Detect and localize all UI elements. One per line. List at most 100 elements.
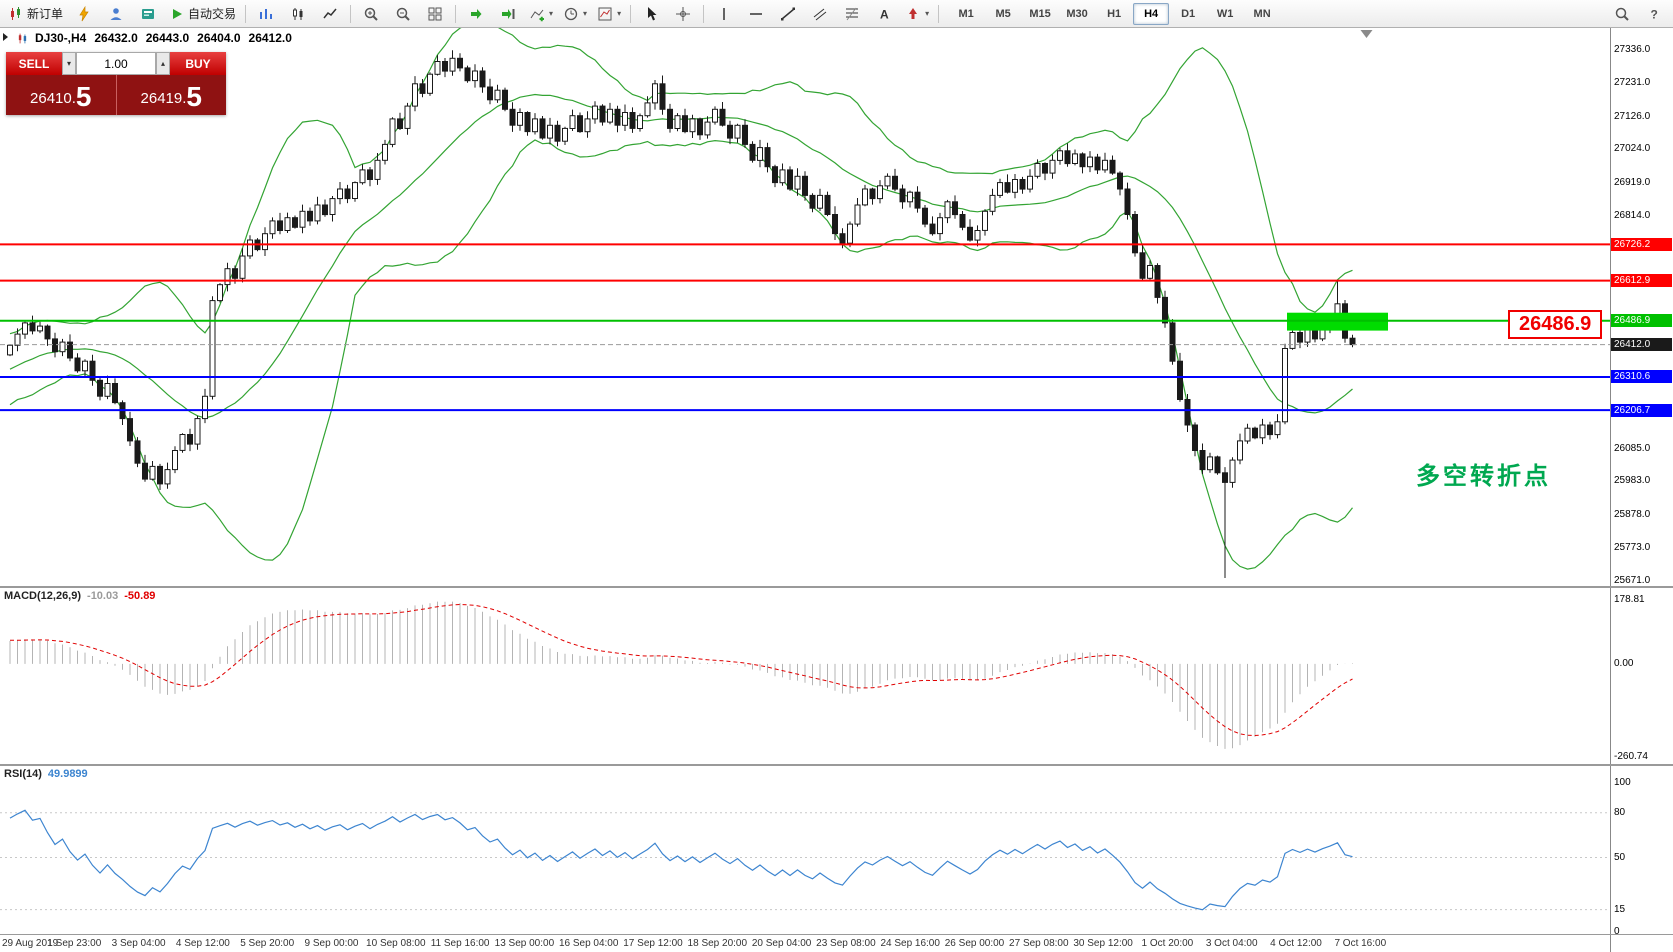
candle	[569, 115, 576, 129]
candlestick-chart-button[interactable]	[283, 2, 313, 26]
line-chart-button[interactable]	[315, 2, 345, 26]
navigator-icon	[110, 7, 122, 20]
toolbar-separator	[245, 4, 247, 23]
time-axis-label: 5 Sep 20:00	[240, 938, 295, 949]
fibonacci-icon	[846, 7, 859, 20]
cursor-button[interactable]	[636, 2, 666, 26]
zoom-out-button[interactable]	[388, 2, 418, 26]
buy-button[interactable]: BUY	[170, 52, 226, 75]
timeframe-group: M1 M5 M15 M30 H1 H4 D1 W1 MN	[948, 2, 1280, 25]
price-axis-tick: 25671.0	[1614, 574, 1651, 586]
candle	[1124, 188, 1131, 215]
candle	[734, 124, 741, 139]
price-chart-canvas[interactable]	[0, 28, 1673, 586]
time-axis-label: 23 Sep 08:00	[816, 938, 876, 949]
timeframe-d1-button[interactable]: D1	[1181, 7, 1196, 20]
crosshair-button[interactable]	[668, 2, 698, 26]
candle	[629, 112, 636, 129]
help-icon: ?	[1651, 7, 1658, 21]
buy-price-button[interactable]: 26419. 5	[116, 75, 226, 115]
periods-button[interactable]: ▾	[559, 2, 591, 26]
timeframe-m30-button[interactable]: M30	[1066, 7, 1088, 20]
navigator-button[interactable]	[101, 2, 131, 26]
candle	[89, 360, 96, 381]
volume-input[interactable]: 1.00	[76, 52, 156, 75]
candle	[562, 127, 568, 142]
channel-button[interactable]	[805, 2, 835, 26]
candle	[524, 112, 531, 133]
candle	[742, 124, 748, 145]
indicators-button[interactable]: ▾	[525, 2, 557, 26]
horizontal-line-button[interactable]	[741, 2, 771, 26]
timeframe-m5-button[interactable]: M5	[995, 7, 1011, 20]
vertical-line-button[interactable]	[709, 2, 739, 26]
volume-decrease-button[interactable]: ▾	[62, 52, 76, 75]
terminal-button[interactable]	[133, 2, 163, 26]
chart-shift-button[interactable]	[493, 2, 523, 26]
sell-button[interactable]: SELL	[6, 52, 62, 75]
candle	[314, 204, 321, 222]
autoscroll-button[interactable]	[461, 2, 491, 26]
toolbar-separator	[455, 4, 457, 23]
arrows-button[interactable]: ▾	[901, 2, 933, 26]
pane-splitter[interactable]	[0, 586, 1673, 588]
timeframe-h4-button[interactable]: H4	[1133, 2, 1170, 25]
rsi-canvas[interactable]	[0, 766, 1673, 934]
price-axis-tick: 27024.0	[1614, 143, 1651, 155]
timeframe-w1-button[interactable]: W1	[1216, 7, 1234, 20]
time-axis-label: 30 Sep 12:00	[1073, 938, 1133, 949]
market-watch-button[interactable]	[69, 2, 99, 26]
candle	[1117, 172, 1123, 190]
trendline-button[interactable]	[773, 2, 803, 26]
indicators-dropdown-icon: ▾	[549, 9, 554, 18]
candle	[989, 194, 996, 212]
candle	[779, 169, 786, 184]
candle	[1049, 159, 1056, 174]
candle	[1064, 150, 1071, 165]
volume-increase-button[interactable]: ▴	[156, 52, 170, 75]
text-label-button[interactable]: A	[869, 2, 899, 26]
help-button[interactable]: ?	[1639, 2, 1669, 26]
candle	[1267, 424, 1273, 436]
chart-shift-marker[interactable]	[1360, 30, 1373, 38]
search-button[interactable]	[1607, 2, 1637, 26]
candle	[817, 194, 823, 209]
candle	[44, 325, 51, 340]
macd-canvas[interactable]	[0, 588, 1673, 764]
bar-chart-button[interactable]	[251, 2, 281, 26]
pane-splitter[interactable]	[0, 764, 1673, 766]
autotrade-button[interactable]: 自动交易	[165, 2, 240, 26]
candle	[284, 217, 291, 231]
indicators-icon	[530, 9, 545, 21]
timeframe-mn-button[interactable]: MN	[1253, 7, 1271, 20]
chart-symbol-icon	[18, 33, 27, 43]
candle	[472, 70, 478, 82]
candle	[352, 182, 358, 200]
templates-button[interactable]: ▾	[593, 2, 625, 26]
timeframe-h1-button[interactable]: H1	[1107, 7, 1122, 20]
candle	[397, 118, 403, 130]
price-axis-tick: 26919.0	[1614, 176, 1651, 188]
candle	[142, 462, 148, 480]
zoom-in-button[interactable]	[356, 2, 386, 26]
sell-price-button[interactable]: 26410. 5	[6, 75, 117, 115]
tile-windows-button[interactable]	[420, 2, 450, 26]
price-axis-badge: 26310.6	[1611, 370, 1672, 384]
candle	[959, 214, 966, 228]
candle	[554, 124, 561, 142]
toolbar: 新订单 自动交易	[0, 0, 1673, 28]
new-order-button[interactable]: 新订单	[4, 2, 67, 26]
candle	[322, 204, 328, 216]
candle	[1237, 440, 1243, 461]
rsi-axis-tick: 50	[1614, 851, 1626, 863]
channel-icon	[813, 8, 827, 20]
timeframe-m15-button[interactable]: M15	[1029, 7, 1051, 20]
candle	[1042, 163, 1048, 174]
candle	[1192, 424, 1198, 451]
fibonacci-button[interactable]	[837, 2, 867, 26]
one-click-toggle-icon[interactable]	[3, 33, 8, 41]
timeframe-m1-button[interactable]: M1	[958, 7, 974, 20]
candle	[194, 418, 201, 445]
candle	[974, 230, 981, 241]
time-axis-label: 26 Sep 00:00	[944, 938, 1005, 949]
